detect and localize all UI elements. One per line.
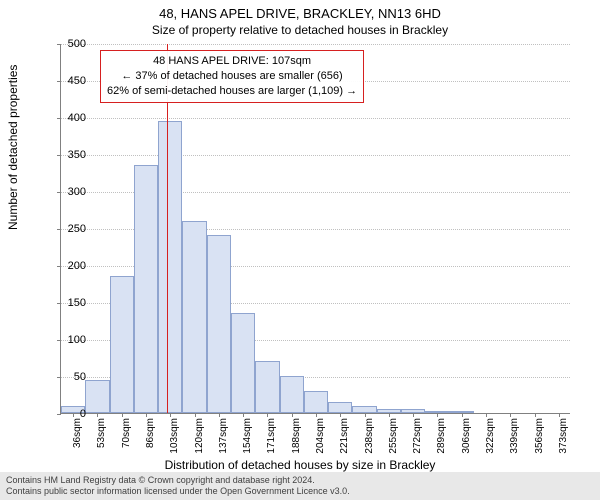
ytick-label: 250 — [56, 223, 86, 235]
xtick-label: 204sqm — [315, 418, 326, 454]
xtick-mark — [510, 413, 511, 417]
xtick-mark — [122, 413, 123, 417]
ytick-label: 200 — [56, 260, 86, 272]
histogram-bar — [231, 313, 255, 413]
histogram-bar — [304, 391, 328, 413]
xtick-mark — [316, 413, 317, 417]
x-axis-label: Distribution of detached houses by size … — [0, 458, 600, 472]
gridline — [61, 155, 570, 156]
histogram-bar — [158, 121, 182, 413]
xtick-mark — [437, 413, 438, 417]
xtick-mark — [535, 413, 536, 417]
address-title: 48, HANS APEL DRIVE, BRACKLEY, NN13 6HD — [0, 0, 600, 21]
xtick-label: 306sqm — [461, 418, 472, 454]
xtick-label: 238sqm — [364, 418, 375, 454]
subtitle: Size of property relative to detached ho… — [0, 21, 600, 37]
xtick-mark — [486, 413, 487, 417]
xtick-mark — [292, 413, 293, 417]
xtick-label: 154sqm — [242, 418, 253, 454]
xtick-label: 53sqm — [96, 418, 107, 448]
ytick-label: 400 — [56, 112, 86, 124]
annotation-line: ← 37% of detached houses are smaller (65… — [107, 69, 357, 84]
histogram-bar — [134, 165, 158, 413]
xtick-label: 289sqm — [436, 418, 447, 454]
histogram-bar — [207, 235, 231, 413]
histogram-bar — [352, 406, 376, 413]
histogram-bar — [280, 376, 304, 413]
xtick-mark — [462, 413, 463, 417]
ytick-label: 50 — [56, 371, 86, 383]
xtick-mark — [559, 413, 560, 417]
xtick-mark — [195, 413, 196, 417]
ytick-label: 350 — [56, 149, 86, 161]
footer-line-1: Contains HM Land Registry data © Crown c… — [6, 475, 594, 486]
histogram-bar — [85, 380, 109, 413]
gridline — [61, 118, 570, 119]
xtick-label: 36sqm — [72, 418, 83, 448]
xtick-label: 339sqm — [509, 418, 520, 454]
histogram-bar — [110, 276, 134, 413]
histogram-bar — [328, 402, 352, 413]
xtick-label: 120sqm — [194, 418, 205, 454]
plot-area: 48 HANS APEL DRIVE: 107sqm← 37% of detac… — [60, 44, 570, 414]
xtick-label: 137sqm — [218, 418, 229, 454]
xtick-mark — [219, 413, 220, 417]
xtick-label: 103sqm — [169, 418, 180, 454]
footer-attribution: Contains HM Land Registry data © Crown c… — [0, 472, 600, 500]
y-axis-label: Number of detached properties — [6, 65, 20, 230]
xtick-label: 356sqm — [534, 418, 545, 454]
xtick-mark — [97, 413, 98, 417]
xtick-label: 221sqm — [339, 418, 350, 454]
annotation-line: 48 HANS APEL DRIVE: 107sqm — [107, 54, 357, 69]
ytick-label: 150 — [56, 297, 86, 309]
annotation-box: 48 HANS APEL DRIVE: 107sqm← 37% of detac… — [100, 50, 364, 103]
histogram-bar — [255, 361, 279, 413]
xtick-mark — [365, 413, 366, 417]
xtick-label: 70sqm — [121, 418, 132, 448]
xtick-label: 255sqm — [388, 418, 399, 454]
xtick-label: 171sqm — [266, 418, 277, 454]
xtick-mark — [389, 413, 390, 417]
xtick-label: 373sqm — [558, 418, 569, 454]
ytick-label: 300 — [56, 186, 86, 198]
ytick-label: 100 — [56, 334, 86, 346]
xtick-mark — [413, 413, 414, 417]
xtick-label: 188sqm — [291, 418, 302, 454]
xtick-label: 272sqm — [412, 418, 423, 454]
annotation-line: 62% of semi-detached houses are larger (… — [107, 84, 357, 99]
xtick-mark — [146, 413, 147, 417]
xtick-mark — [243, 413, 244, 417]
ytick-label: 500 — [56, 38, 86, 50]
xtick-mark — [340, 413, 341, 417]
ytick-label: 450 — [56, 75, 86, 87]
footer-line-2: Contains public sector information licen… — [6, 486, 594, 497]
xtick-mark — [170, 413, 171, 417]
xtick-label: 322sqm — [485, 418, 496, 454]
chart-container: 48, HANS APEL DRIVE, BRACKLEY, NN13 6HD … — [0, 0, 600, 500]
xtick-label: 86sqm — [145, 418, 156, 448]
xtick-mark — [267, 413, 268, 417]
histogram-bar — [182, 221, 206, 413]
gridline — [61, 44, 570, 45]
ytick-label: 0 — [56, 408, 86, 420]
